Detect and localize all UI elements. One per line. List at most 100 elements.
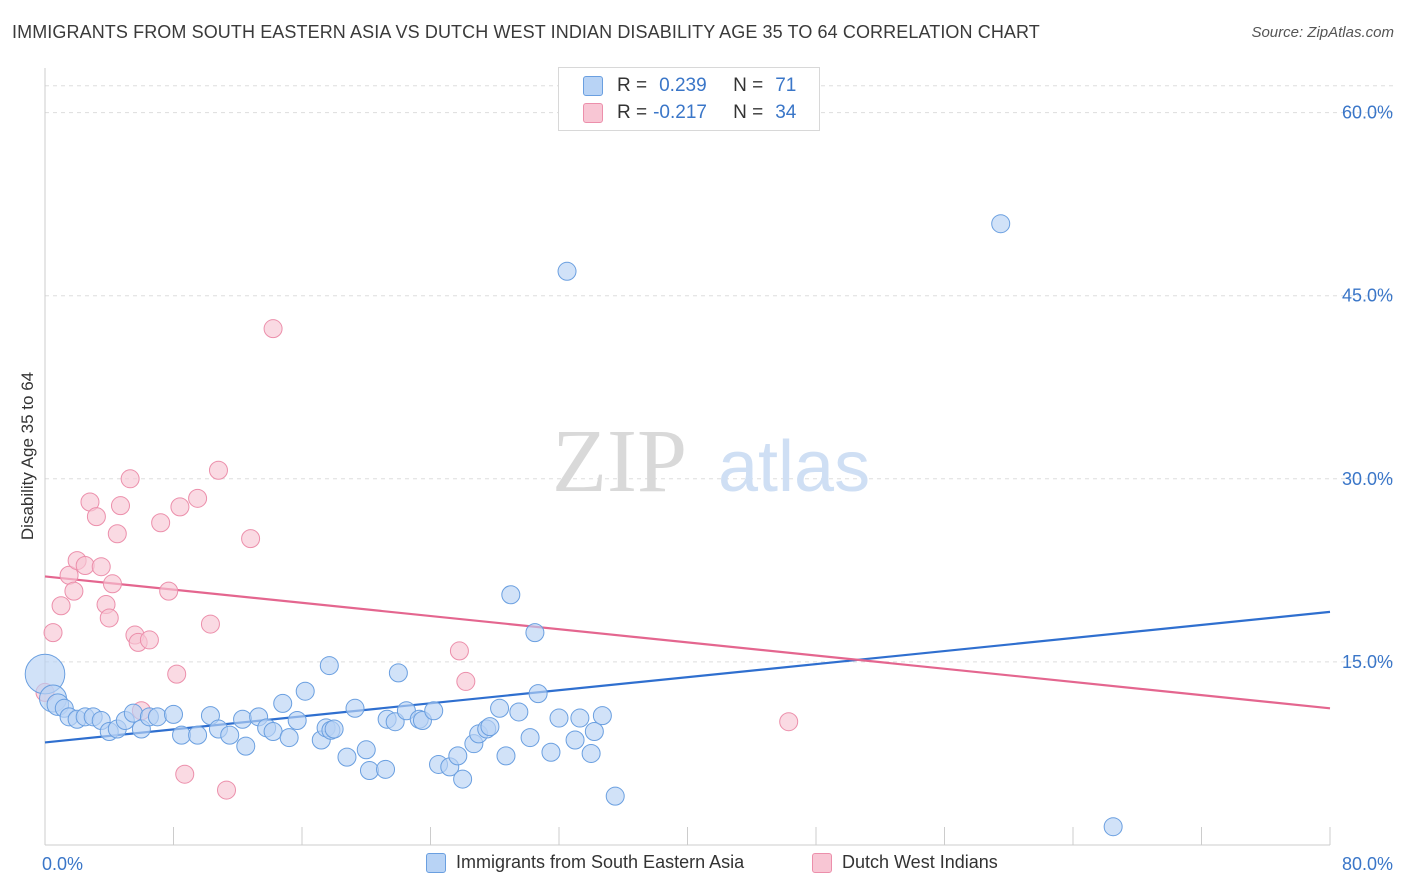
r-value: -0.217 [653,102,707,123]
legend-swatch-blue [426,852,446,873]
grid-lines [45,85,1395,663]
blue-point [188,725,208,745]
blue-point [541,742,561,762]
blue-point [147,707,167,727]
blue-point [263,721,283,741]
pink-point [102,574,122,594]
n-value: 34 [775,102,797,123]
pink-point [170,497,190,517]
pink-swatch [583,103,603,123]
blue-point [279,728,299,748]
pink-point [456,671,476,691]
legend-item-pink[interactable]: Dutch West Indians [812,852,998,873]
y-tick-label: 45.0% [1342,286,1393,306]
blue-point [295,681,315,701]
watermark-atlas: atlas [718,427,870,507]
pink-point [107,524,127,544]
pink-point [217,780,237,800]
axes [44,68,1331,846]
blue-point [509,702,529,722]
blue-point [991,214,1011,234]
blue-swatch [583,76,603,96]
n-label: N = [733,75,764,96]
pink-point [51,596,71,616]
blue-point [549,708,569,728]
blue-point [584,721,604,741]
n-value: 71 [775,75,797,96]
pink-point [64,581,84,601]
blue-point [525,623,545,643]
blue-point [1103,817,1123,837]
blue-point [424,701,444,721]
pink-point [188,488,208,508]
pink-point [200,614,220,634]
blue-point [164,704,183,724]
blue-point [337,747,357,767]
pink-point [151,513,171,533]
pink-point [263,319,283,339]
legend-label-blue: Immigrants from South Eastern Asia [456,852,745,872]
blue-point [220,725,240,745]
pink-point [43,623,63,643]
blue-point [453,769,473,789]
blue-point [496,746,516,766]
chart-title: IMMIGRANTS FROM SOUTH EASTERN ASIA VS DU… [12,22,1040,42]
pink-point [208,460,228,480]
blue-point [376,759,396,779]
blue-point [520,728,540,748]
r-label: R = [617,75,648,96]
pink-point [167,664,187,684]
blue-point [490,698,510,718]
blue-point [388,663,408,683]
watermark-zip: ZIP [552,412,687,511]
blue-point [345,698,365,718]
blue-point [592,706,612,726]
blue-point [565,730,585,750]
blue-point [557,261,577,281]
pink-point [99,608,119,628]
tick-labels: 15.0% 30.0% 45.0% 60.0% 0.0% 80.0% [42,103,1393,874]
data-points [24,214,1123,837]
blue-point [528,684,548,704]
legend: Immigrants from South Eastern Asia Dutch… [0,852,1406,878]
blue-point [324,719,344,739]
stats-row-blue: R = 0.239 N = 71 [583,74,797,98]
y-tick-label: 60.0% [1342,103,1393,123]
blue-point [359,761,379,781]
pink-point [110,496,130,516]
watermark: ZIP atlas [552,412,870,511]
x-tick-label: 0.0% [42,854,83,874]
y-tick-label: 15.0% [1342,652,1393,672]
x-tick-label: 80.0% [1342,854,1393,874]
blue-point [319,656,339,676]
blue-point [605,786,625,806]
legend-label-pink: Dutch West Indians [842,852,998,872]
pink-point [175,764,195,784]
pink-point [120,469,140,489]
r-value: 0.239 [659,75,707,96]
blue-point [356,740,376,760]
legend-item-blue[interactable]: Immigrants from South Eastern Asia [426,852,744,873]
blue-point [570,708,590,728]
blue-point [448,746,468,766]
pink-trend-line [44,575,1331,710]
blue-point [233,709,253,729]
pink-point [139,630,159,650]
blue-point [236,736,256,756]
blue-point [172,725,192,745]
blue-point [581,743,601,763]
legend-swatch-pink [812,852,832,873]
source-credit: Source: ZipAtlas.com [1251,24,1394,41]
stats-row-pink: R = -0.217 N = 34 [583,101,797,125]
blue-point [273,693,293,713]
y-axis-title: Disability Age 35 to 64 [18,371,37,541]
pink-point [241,529,261,549]
y-tick-label: 30.0% [1342,469,1393,489]
pink-point [159,581,179,601]
blue-point [480,717,500,737]
blue-point [123,703,143,723]
pink-point [779,712,799,732]
n-label: N = [733,102,764,123]
correlation-stats-box: R = 0.239 N = 71 R = -0.217 N = 34 [558,67,820,131]
